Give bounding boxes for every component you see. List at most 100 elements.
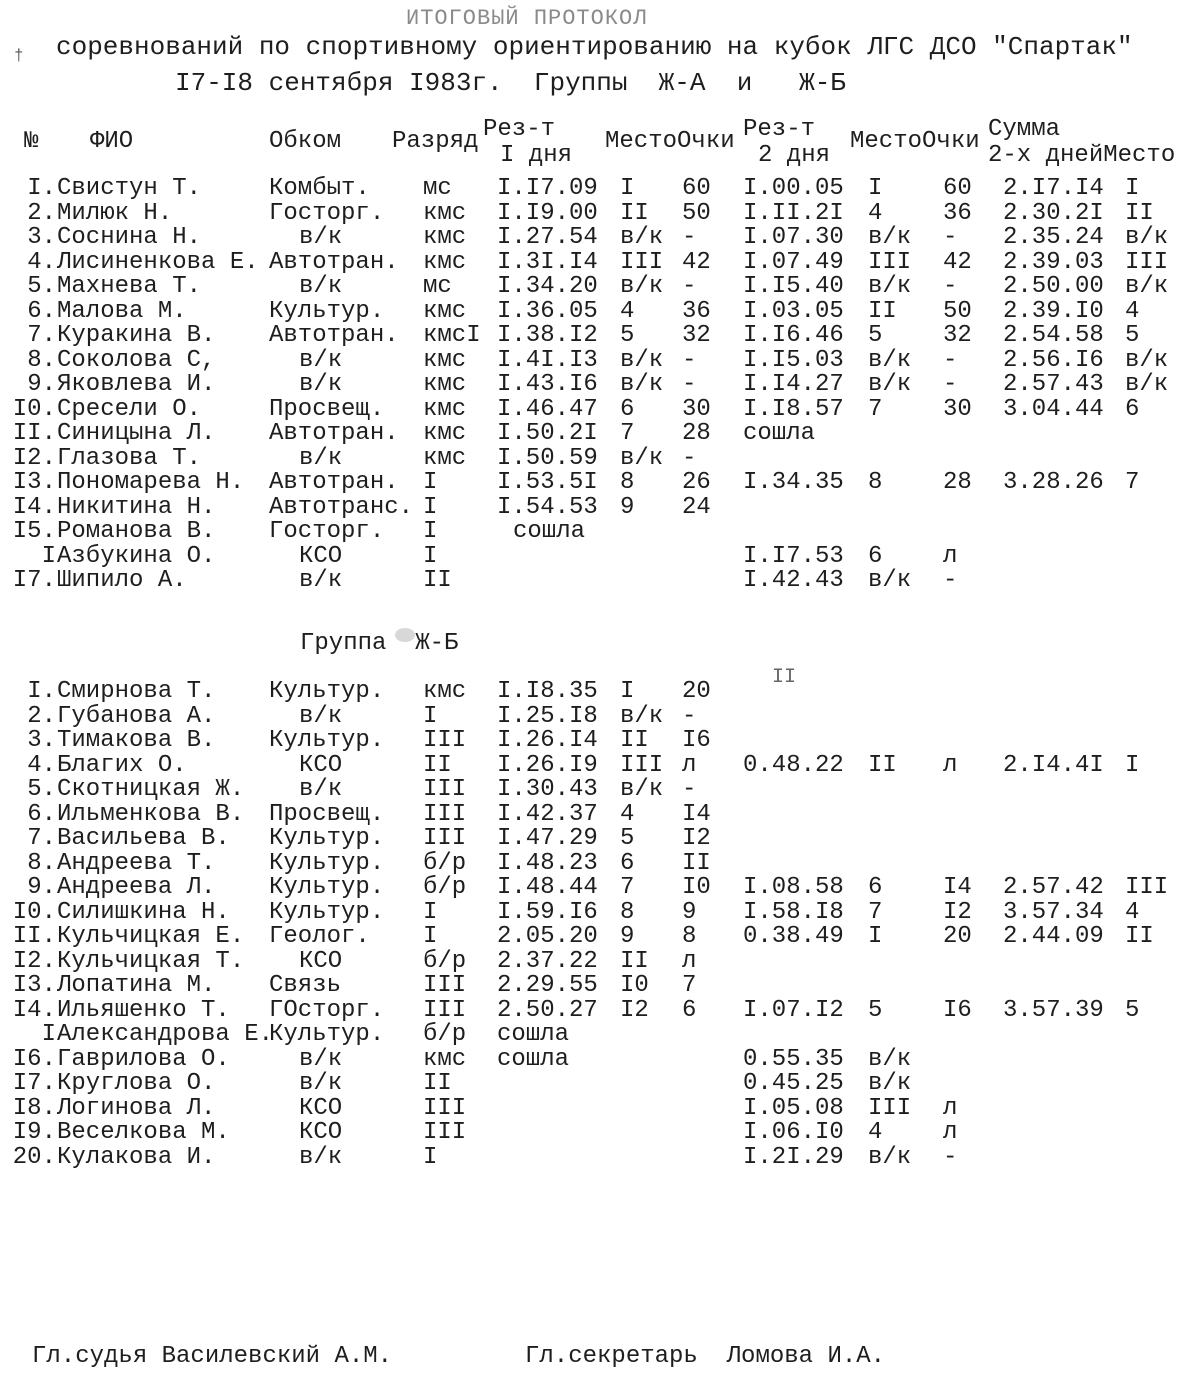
day2-result: 0.55.35 bbox=[743, 1045, 844, 1073]
day2-points: 32 bbox=[943, 322, 972, 349]
day2-place: II bbox=[868, 297, 897, 325]
competitor-name: Романова В. bbox=[57, 518, 216, 545]
day1-result: I.48.23 bbox=[497, 849, 598, 877]
row-number: 4. bbox=[27, 248, 56, 276]
organization: в/к bbox=[299, 1143, 343, 1171]
day2-result: I.08.58 bbox=[743, 874, 844, 901]
document-subtitle: соревнований по спортивному ориентирован… bbox=[56, 32, 1133, 62]
row-number: I7. bbox=[12, 567, 56, 594]
day1-place: 9 bbox=[620, 493, 635, 521]
total-time: 3.28.26 bbox=[1003, 469, 1104, 496]
day2-place: в/к bbox=[868, 567, 912, 594]
sport-rank: I bbox=[423, 493, 438, 521]
day2-points: л bbox=[943, 1094, 958, 1122]
sport-rank: б/р bbox=[423, 1021, 467, 1048]
final-place: III bbox=[1125, 248, 1169, 276]
organization: Геолог. bbox=[269, 923, 370, 950]
sport-rank: I bbox=[423, 542, 438, 570]
sport-rank: I bbox=[423, 469, 438, 496]
row-number: 3. bbox=[27, 727, 56, 754]
col-header-res1-a: Рез-т bbox=[483, 116, 556, 143]
competitor-name: Азбукина О. bbox=[57, 542, 216, 570]
day2-result: I.03.05 bbox=[743, 297, 844, 325]
day1-result: I.34.20 bbox=[497, 273, 598, 300]
day1-result: I.I9.00 bbox=[497, 199, 598, 227]
day1-place: II bbox=[620, 199, 649, 227]
day2-result: I.05.08 bbox=[743, 1094, 844, 1122]
table-row: 2. Губанова А. в/к I I.25.I8 в/к - bbox=[0, 702, 1191, 730]
table-row: I2. Кульчицкая Т. КСО б/р 2.37.22 II л bbox=[0, 949, 1191, 974]
organization: КСО bbox=[299, 542, 343, 570]
day1-points: 8 bbox=[682, 923, 697, 950]
table-row: 3. Тимакова В. Культур. III I.26.I4 II I6 bbox=[0, 729, 1191, 753]
col-header-res2-a: Рез-т bbox=[743, 116, 816, 143]
group-b-title: Группа Ж-Б bbox=[300, 630, 459, 657]
row-number: I0. bbox=[12, 395, 56, 423]
margin-mark-icon: † bbox=[14, 47, 24, 65]
table-row: I Александрова Е. Культур. б/р сошла bbox=[0, 1023, 1191, 1047]
organization: Связь bbox=[269, 972, 342, 999]
competitor-name: Милюк Н. bbox=[57, 199, 173, 227]
chief-judge-signature: Гл.судья Василевский А.М. bbox=[32, 1343, 393, 1370]
day1-points: I6 bbox=[682, 727, 711, 754]
competitor-name: Пономарева Н. bbox=[57, 469, 245, 496]
row-number: 7. bbox=[27, 825, 56, 852]
day2-place: 4 bbox=[868, 1119, 883, 1146]
day2-place: III bbox=[868, 248, 912, 276]
chief-secretary-signature: Гл.секретарь Ломова И.А. bbox=[525, 1343, 886, 1370]
table-row: I8. Логинова Л. КСО III I.05.08 III л bbox=[0, 1094, 1191, 1122]
day1-result: I.46.47 bbox=[497, 395, 598, 423]
row-number: 5. bbox=[27, 273, 56, 300]
table-row: I0. Сресели О. Просвещ. кмс I.46.47 6 30 I.I8.5… bbox=[0, 395, 1191, 423]
day1-place: 6 bbox=[620, 395, 635, 423]
competitor-name: Благих О. bbox=[57, 751, 187, 779]
table-row: I Азбукина О. КСО I I.I7.53 6 л bbox=[0, 542, 1191, 570]
competitor-name: Гаврилова О. bbox=[57, 1045, 230, 1073]
row-number: 9. bbox=[27, 371, 56, 398]
day1-result: I.26.I4 bbox=[497, 727, 598, 754]
day2-points: - bbox=[943, 567, 958, 594]
total-time: 2.I7.I4 bbox=[1003, 175, 1104, 202]
row-number: 2. bbox=[27, 702, 56, 730]
day1-points: 7 bbox=[682, 972, 697, 999]
table-row: I9. Веселкова М. КСО III I.06.I0 4 л bbox=[0, 1121, 1191, 1145]
day1-result: I.3I.I4 bbox=[497, 248, 598, 276]
organization: Просвещ. bbox=[269, 800, 385, 828]
day2-place: 5 bbox=[868, 996, 883, 1024]
organization: КСО bbox=[299, 751, 343, 779]
day2-place: I bbox=[868, 175, 883, 202]
table-row: 5. Махнева Т. в/к мс I.34.20 в/к - I.I5.40 в/к -2… bbox=[0, 275, 1191, 299]
day2-place: в/к bbox=[868, 1143, 912, 1171]
day1-points: - bbox=[682, 371, 697, 398]
total-time: 2.I4.4I bbox=[1003, 751, 1104, 779]
row-number: I bbox=[41, 1021, 56, 1048]
competitor-name: Глазова Т. bbox=[57, 444, 202, 472]
day2-result: I.42.43 bbox=[743, 567, 844, 594]
total-time: 2.35.24 bbox=[1003, 224, 1104, 251]
day1-points: II bbox=[682, 849, 711, 877]
row-number: 3. bbox=[27, 224, 56, 251]
day2-points: I6 bbox=[943, 996, 972, 1024]
table-row: I0. Силишкина Н. Культур. I I.59.I6 8 9 I.58.I8… bbox=[0, 898, 1191, 926]
day1-place: в/к bbox=[620, 273, 664, 300]
day2-place: II bbox=[868, 751, 897, 779]
day1-result: 2.29.55 bbox=[497, 972, 598, 999]
table-row: 8. Соколова С, в/к кмс I.4I.I3 в/к - I.I5.03 в/к… bbox=[0, 346, 1191, 374]
table-row: I3. Лопатина М. Связь III 2.29.55 I0 7 bbox=[0, 974, 1191, 998]
day2-points: л bbox=[943, 751, 958, 779]
day1-points: - bbox=[682, 346, 697, 374]
sport-rank: кмс bbox=[423, 371, 467, 398]
day1-place: в/к bbox=[620, 371, 664, 398]
competitor-name: Веселкова М. bbox=[57, 1119, 230, 1146]
day1-place: I0 bbox=[620, 972, 649, 999]
competitor-name: Ильменкова В. bbox=[57, 800, 245, 828]
total-time: 2.50.00 bbox=[1003, 273, 1104, 300]
day1-points: 26 bbox=[682, 469, 711, 496]
organization: в/к bbox=[299, 444, 343, 472]
organization: Госторг. bbox=[269, 199, 385, 227]
organization: Автотран. bbox=[269, 248, 399, 276]
day1-result: I.I7.09 bbox=[497, 175, 598, 202]
day1-result: I.59.I6 bbox=[497, 898, 598, 926]
day2-points: - bbox=[943, 346, 958, 374]
